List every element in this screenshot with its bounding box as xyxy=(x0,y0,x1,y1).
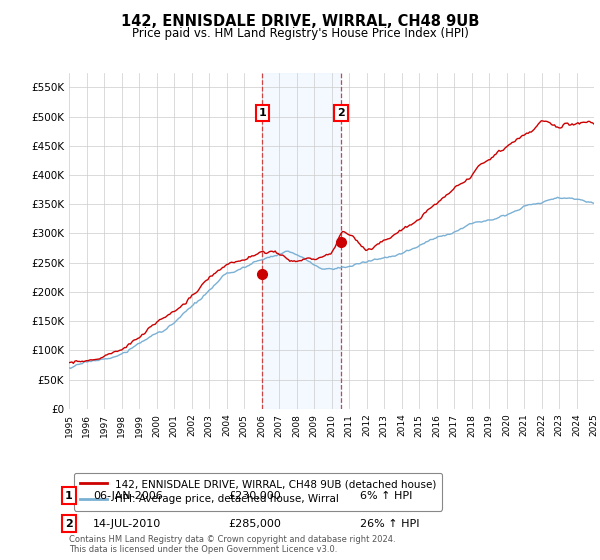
Text: Price paid vs. HM Land Registry's House Price Index (HPI): Price paid vs. HM Land Registry's House … xyxy=(131,27,469,40)
Text: 142, ENNISDALE DRIVE, WIRRAL, CH48 9UB: 142, ENNISDALE DRIVE, WIRRAL, CH48 9UB xyxy=(121,14,479,29)
Text: £230,000: £230,000 xyxy=(228,491,281,501)
Text: 1: 1 xyxy=(65,491,73,501)
Legend: 142, ENNISDALE DRIVE, WIRRAL, CH48 9UB (detached house), HPI: Average price, det: 142, ENNISDALE DRIVE, WIRRAL, CH48 9UB (… xyxy=(74,473,442,511)
Text: 06-JAN-2006: 06-JAN-2006 xyxy=(93,491,163,501)
Text: 26% ↑ HPI: 26% ↑ HPI xyxy=(360,519,419,529)
Text: 2: 2 xyxy=(337,108,345,118)
Text: 14-JUL-2010: 14-JUL-2010 xyxy=(93,519,161,529)
Text: Contains HM Land Registry data © Crown copyright and database right 2024.
This d: Contains HM Land Registry data © Crown c… xyxy=(69,535,395,554)
Bar xyxy=(262,73,341,409)
Text: 1: 1 xyxy=(259,108,266,118)
Text: 6% ↑ HPI: 6% ↑ HPI xyxy=(360,491,412,501)
Text: £285,000: £285,000 xyxy=(228,519,281,529)
Text: 2: 2 xyxy=(65,519,73,529)
